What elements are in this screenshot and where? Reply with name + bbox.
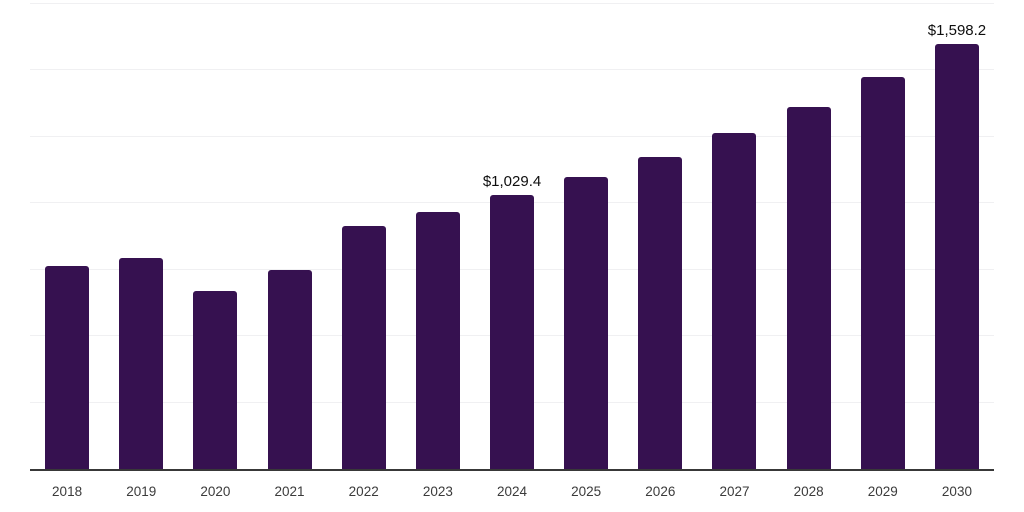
gridline	[30, 69, 994, 71]
bar-column	[327, 4, 401, 469]
bar-column	[30, 4, 104, 469]
bar	[267, 270, 312, 469]
bar	[638, 156, 683, 469]
x-tick-label: 2029	[867, 484, 898, 499]
bar	[45, 266, 90, 469]
bar-column	[623, 4, 697, 469]
gridline	[30, 135, 994, 137]
bar-value-label: $1,029.4	[482, 173, 542, 191]
bar	[415, 211, 460, 469]
bar-column	[104, 4, 178, 469]
x-tick-label: 2022	[348, 484, 379, 499]
bar	[490, 195, 535, 469]
x-tick-label: 2026	[645, 484, 676, 499]
x-tick-label: 2023	[422, 484, 453, 499]
bars-layer: $1,029.4 $1,598.2	[30, 4, 994, 469]
x-axis-labels: 2018 2019 2020 2021 2022 2023 2024 2025 2026 2027…	[30, 471, 994, 512]
bar	[341, 225, 386, 469]
bar-column	[401, 4, 475, 469]
bar-column	[252, 4, 326, 469]
bar-column: $1,029.4	[475, 4, 549, 469]
x-tick-label: 2028	[793, 484, 824, 499]
x-tick-label: 2024	[496, 484, 528, 499]
gridline	[30, 3, 994, 4]
x-tick-label: 2027	[719, 484, 750, 499]
x-tick-label: 2025	[571, 484, 602, 499]
bar-column	[549, 4, 623, 469]
bar-column	[697, 4, 771, 469]
x-tick-label: 2020	[200, 484, 231, 499]
bar	[564, 177, 609, 469]
x-tick-label: 2019	[126, 484, 157, 499]
bar	[934, 44, 979, 469]
x-tick-label: 2021	[274, 484, 305, 499]
plot-area: $1,029.4 $1,598.2	[30, 3, 994, 471]
bar	[712, 132, 757, 469]
bar	[786, 107, 831, 469]
bar	[193, 290, 238, 469]
x-tick-label: 2018	[52, 484, 83, 499]
bar-column: $1,598.2	[920, 4, 994, 469]
bar-value-label: $1,598.2	[927, 22, 987, 40]
bar-column	[846, 4, 920, 469]
bar-column	[178, 4, 252, 469]
bar	[119, 258, 164, 469]
x-tick-label: 2030	[941, 484, 972, 499]
bar	[860, 77, 905, 469]
bar-column	[772, 4, 846, 469]
